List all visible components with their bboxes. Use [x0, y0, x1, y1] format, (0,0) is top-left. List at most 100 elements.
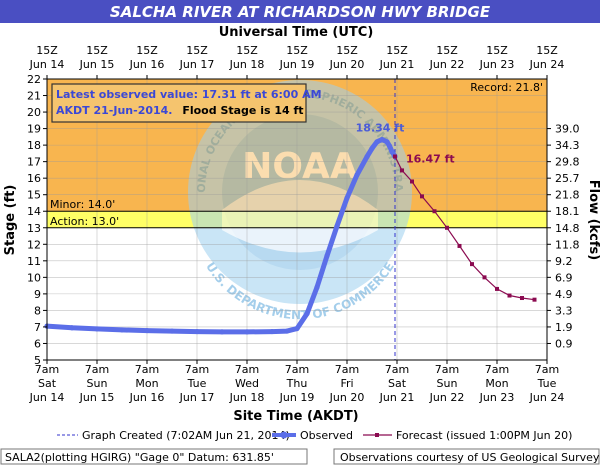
top-tick-date: Jun 23: [479, 58, 515, 71]
flow-tick-label: 3.3: [555, 304, 573, 317]
top-tick-time: 15Z: [86, 44, 108, 57]
bottom-tick-date: Jun 22: [429, 391, 465, 404]
observed-point: [94, 326, 100, 332]
y-tick-label: 9: [34, 288, 41, 301]
flow-tick-label: 0.9: [555, 337, 573, 350]
forecast-value-label: 16.47 ft: [406, 152, 455, 165]
footer-left-box: [0, 448, 308, 465]
bottom-tick-weekday: Sun: [437, 377, 458, 390]
bottom-tick-time: 7am: [385, 363, 409, 376]
y-tick-label: 6: [34, 337, 41, 350]
y-tick-label: 5: [34, 354, 41, 367]
bottom-tick-time: 7am: [485, 363, 509, 376]
flow-tick-label: 25.7: [555, 172, 580, 185]
forecast-point: [532, 297, 537, 302]
forecast-point: [520, 296, 524, 301]
bottom-tick-time: 7am: [35, 363, 59, 376]
observed-point: [314, 284, 320, 290]
flow-axis-ticks: 0.9 1.9 3.3 4.9 6.9 9.2 11.8 14.8 18.1 21.8 25.7 29…: [547, 123, 580, 350]
info-flood-stage: Flood Stage is 14 ft: [182, 104, 303, 117]
observed-point: [354, 172, 360, 178]
observed-point: [219, 329, 225, 335]
observed-point: [294, 325, 300, 332]
y-tick-label: 7: [34, 321, 41, 334]
bottom-tick-weekday: Sat: [388, 377, 407, 390]
bottom-tick-time: 7am: [85, 363, 109, 376]
observed-point: [269, 328, 275, 335]
observed-point: [369, 145, 375, 152]
top-tick-time: 15Z: [436, 44, 458, 57]
top-tick-time: 15Z: [236, 44, 258, 57]
top-tick-time: 15Z: [186, 44, 208, 57]
forecast-point: [410, 179, 414, 184]
legend-observed-label: Observed: [300, 429, 353, 442]
top-tick-date: Jun 19: [279, 58, 315, 71]
legend-forecast-label: Forecast (issued 1:00PM Jun 20): [396, 429, 572, 442]
y-tick-label: 19: [27, 123, 41, 136]
bottom-tick-time: 7am: [235, 363, 259, 376]
y-tick-label: 8: [34, 304, 41, 317]
bottom-tick-date: Jun 18: [229, 391, 265, 404]
top-tick-time: 15Z: [336, 44, 358, 57]
observed-point: [344, 195, 350, 201]
flow-tick-label: 39.0: [555, 123, 580, 136]
observed-point: [324, 253, 330, 259]
legend-observed-marker: [280, 431, 288, 439]
minor-stage-label: Minor: 14.0': [50, 198, 115, 211]
bottom-tick-weekday: Wed: [235, 377, 259, 390]
noaa-logo-wave: [222, 180, 378, 253]
observed-point: [144, 327, 150, 334]
top-tick-date: Jun 22: [429, 58, 465, 71]
y-tick-label: 10: [27, 271, 41, 284]
top-tick-date: Jun 24: [529, 58, 565, 71]
footer-right-box: [333, 448, 600, 465]
record-label: Record: 21.8': [470, 81, 543, 94]
legend: Graph Created (7:02AM Jun 21, 2014) Obse…: [57, 429, 572, 442]
y-axis-ticks: 5 6 7 8 9 10 11 12 13 14 15 16 17 18 19 20 21 22: [27, 73, 47, 367]
forecast-point: [470, 262, 474, 267]
top-tick-time: 15Z: [536, 44, 558, 57]
info-date: AKDT 21-Jun-2014.: [56, 104, 173, 117]
top-tick-date: Jun 16: [129, 58, 165, 71]
y-tick-label: 22: [27, 73, 41, 86]
bottom-tick-date: Jun 14: [29, 391, 65, 404]
noaa-logo-inner: [222, 114, 378, 270]
top-tick-date: Jun 14: [29, 58, 65, 71]
bottom-tick-time: 7am: [185, 363, 209, 376]
forecast-point: [507, 293, 512, 298]
flow-tick-label: 6.9: [555, 271, 573, 284]
bottom-tick-date: Jun 23: [479, 391, 515, 404]
bottom-tick-time: 7am: [535, 363, 559, 376]
bottom-tick-weekday: Tue: [537, 377, 557, 390]
flow-tick-label: 21.8: [555, 189, 580, 202]
top-tick-date: Jun 18: [229, 58, 265, 71]
flow-tick-label: 4.9: [555, 288, 573, 301]
bottom-tick-weekday: Sat: [38, 377, 57, 390]
observed-point: [304, 311, 310, 317]
flow-tick-label: 29.8: [555, 156, 580, 169]
footer-credit-text: Observations courtesy of US Geological S…: [340, 451, 600, 464]
peak-value-label: 18.34 ft: [356, 121, 405, 134]
forecast-point: [495, 286, 499, 291]
bottom-tick-date: Jun 21: [379, 391, 415, 404]
x-axis-label: Site Time (AKDT): [233, 409, 358, 424]
footer-datum-text: SALA2(plotting HGIRG) "Gage 0" Datum: 63…: [5, 451, 274, 464]
top-tick-date: Jun 20: [329, 58, 365, 71]
forecast-point: [393, 154, 397, 159]
info-box: Latest observed value: 17.31 ft at 6:00 …: [51, 83, 322, 123]
top-tick-time: 15Z: [386, 44, 408, 57]
observed-point: [379, 136, 385, 143]
legend-created-label: Graph Created (7:02AM Jun 21, 2014): [82, 429, 290, 442]
legend-forecast-marker: [375, 433, 379, 437]
observed-point: [374, 139, 380, 145]
bottom-tick-date: Jun 17: [179, 391, 215, 404]
top-tick-time: 15Z: [36, 44, 58, 57]
title-bar: [0, 0, 600, 23]
footer: SALA2(plotting HGIRG) "Gage 0" Datum: 63…: [0, 448, 600, 465]
y-tick-label: 13: [27, 222, 41, 235]
forecast-points: [393, 154, 537, 302]
noaa-logo-text: NOAA: [242, 146, 358, 187]
observed-point: [194, 328, 200, 335]
